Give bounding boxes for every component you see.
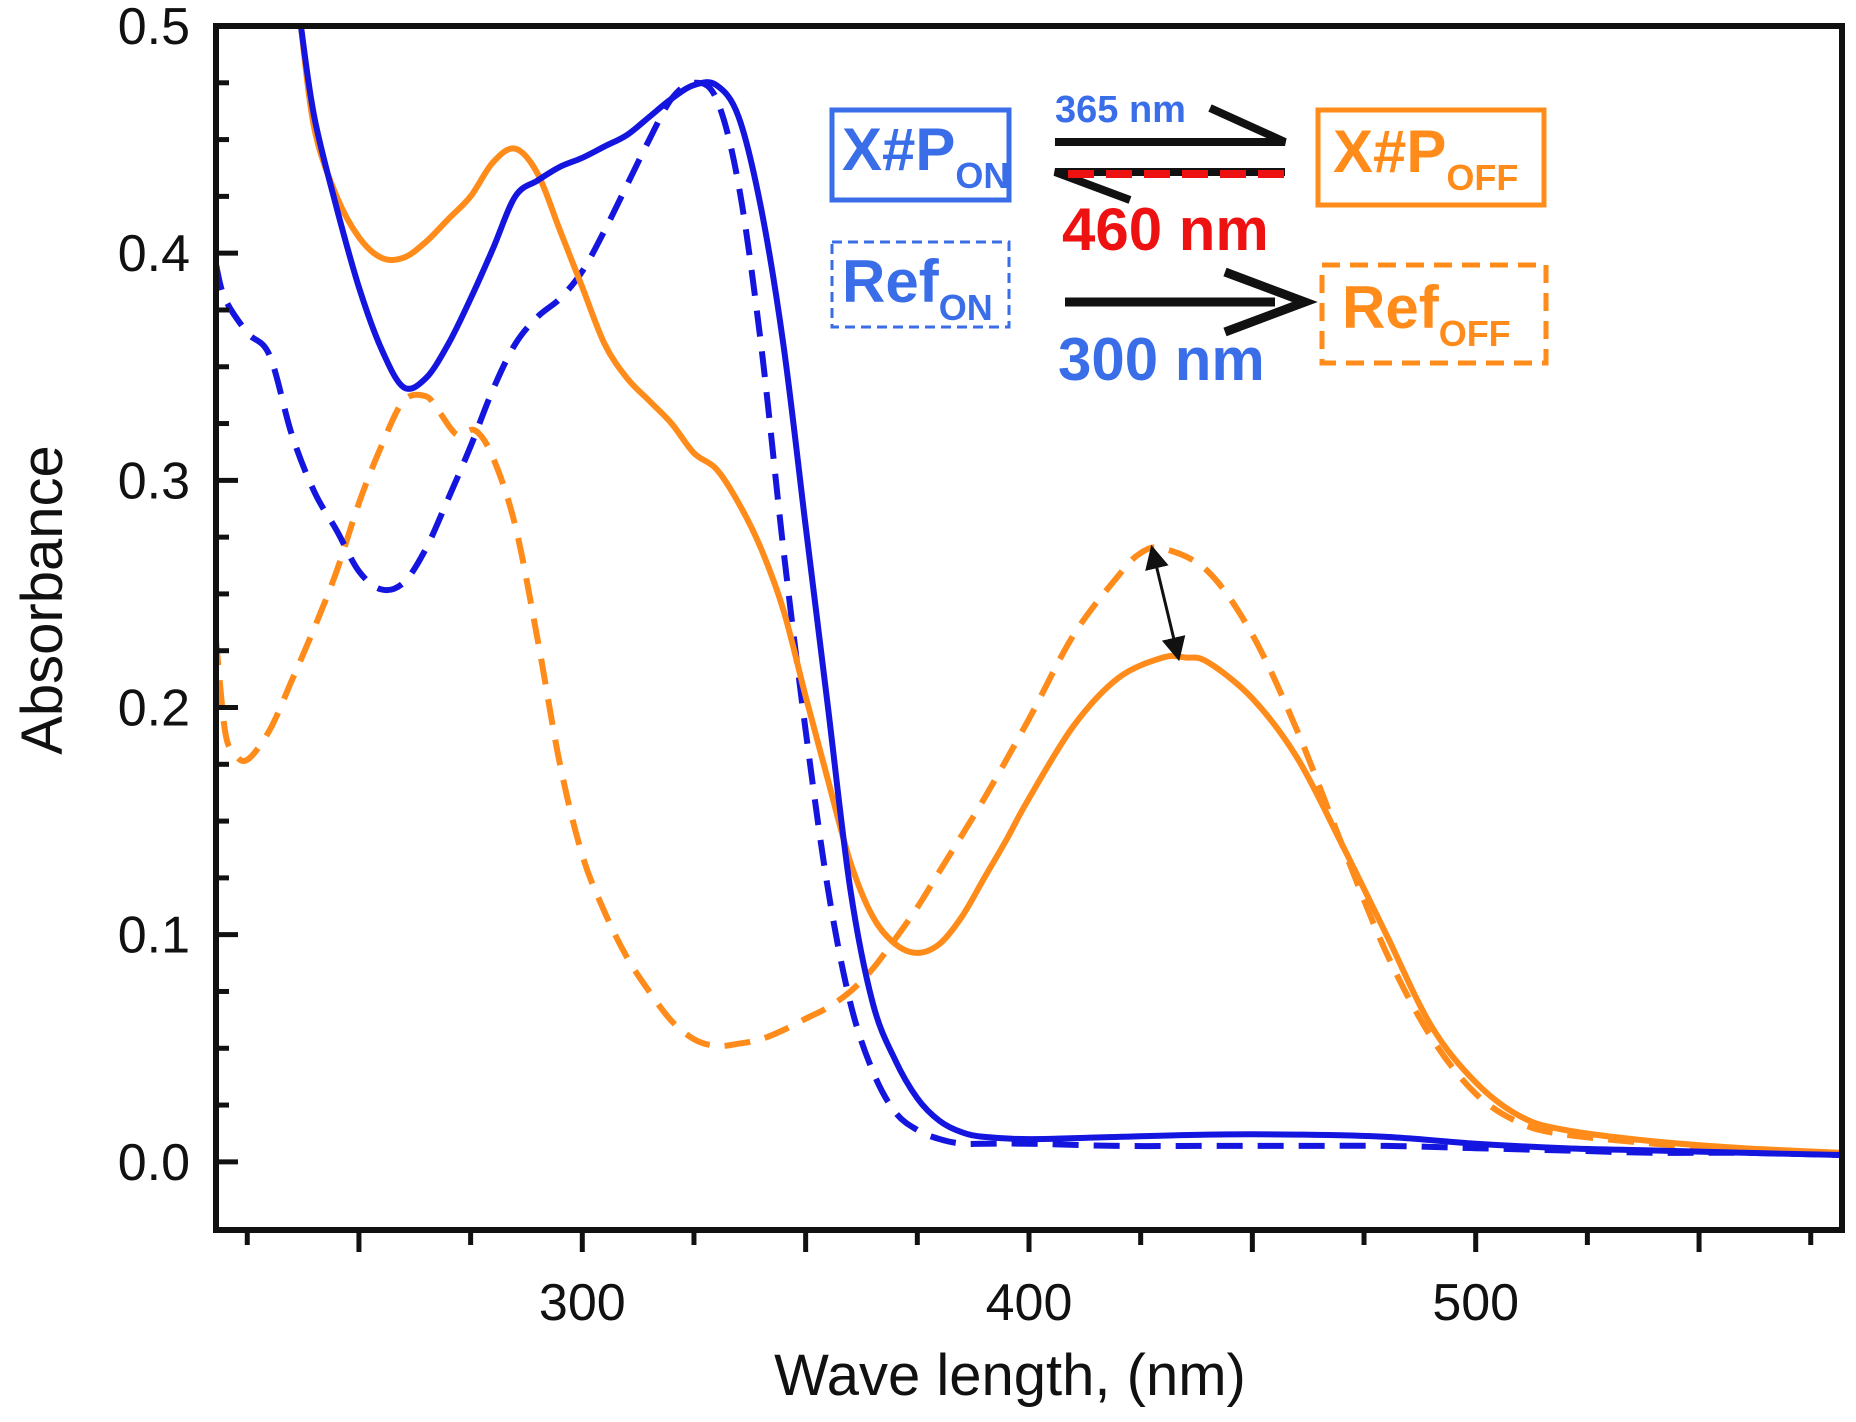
legend-ref-on-main: Ref bbox=[842, 248, 940, 315]
wavelength-365-label: 365 nm bbox=[1055, 89, 1186, 131]
forward-harpoon-icon bbox=[1055, 104, 1287, 146]
legend-ref-on-box bbox=[830, 240, 1011, 329]
ref-arrow-head-icon bbox=[1223, 267, 1318, 337]
legend-xp-off-label: X#POFF bbox=[1333, 118, 1518, 198]
x-tick-label-300: 300 bbox=[539, 1274, 626, 1332]
series-ref-off-line bbox=[216, 391, 1842, 1158]
y-tick-label-3: 0.3 bbox=[118, 452, 190, 510]
wavelength-460-label: 460 nm bbox=[1062, 196, 1269, 263]
legend-xp-off-main: X#P bbox=[1333, 118, 1446, 185]
legend-xp-on-sub: ON bbox=[955, 155, 1009, 196]
y-axis-title: Absorbance bbox=[10, 445, 75, 755]
scheme-legend: X#PON X#POFF RefON RefOFF 365 nm 460 nm … bbox=[829, 89, 1549, 393]
difference-arrow-icon bbox=[1145, 544, 1186, 662]
series-xp-off-line bbox=[297, 26, 1842, 1156]
x-tick-label-500: 500 bbox=[1432, 1274, 1519, 1332]
x-axis-title: Wave length, (nm) bbox=[774, 1343, 1246, 1408]
wavelength-300-label: 300 nm bbox=[1058, 326, 1265, 393]
legend-ref-off-main: Ref bbox=[1342, 274, 1440, 341]
legend-xp-on-label: X#PON bbox=[842, 116, 1009, 196]
legend-xp-off-box bbox=[1315, 107, 1547, 208]
series-xp-on-line bbox=[297, 26, 1842, 1158]
y-tick-label-2: 0.2 bbox=[118, 680, 190, 738]
x-tick-label-400: 400 bbox=[986, 1274, 1073, 1332]
legend-ref-on-sub: ON bbox=[939, 287, 993, 328]
legend-xp-off-sub: OFF bbox=[1446, 157, 1518, 198]
legend-ref-off-sub: OFF bbox=[1439, 313, 1511, 354]
y-tick-labels: 0.0 0.1 0.2 0.3 0.4 0.5 bbox=[118, 0, 190, 1192]
legend-xp-on-box bbox=[829, 107, 1012, 203]
y-axis-ticks bbox=[216, 23, 238, 1165]
legend-ref-off-label: RefOFF bbox=[1342, 274, 1511, 354]
y-tick-label-4: 0.4 bbox=[118, 225, 190, 283]
legend-ref-off-box bbox=[1319, 262, 1549, 366]
y-tick-label-5: 0.5 bbox=[118, 0, 190, 56]
y-tick-label-1: 0.1 bbox=[118, 907, 190, 965]
y-tick-label-0: 0.0 bbox=[118, 1134, 190, 1192]
series-ref-on-line bbox=[216, 79, 1842, 1158]
legend-ref-on-label: RefON bbox=[842, 248, 993, 328]
reverse-harpoon-icon bbox=[1053, 168, 1285, 204]
legend-xp-on-main: X#P bbox=[842, 116, 955, 183]
x-axis-ticks bbox=[244, 1230, 1814, 1252]
x-tick-labels: 300 400 500 bbox=[539, 1274, 1519, 1332]
